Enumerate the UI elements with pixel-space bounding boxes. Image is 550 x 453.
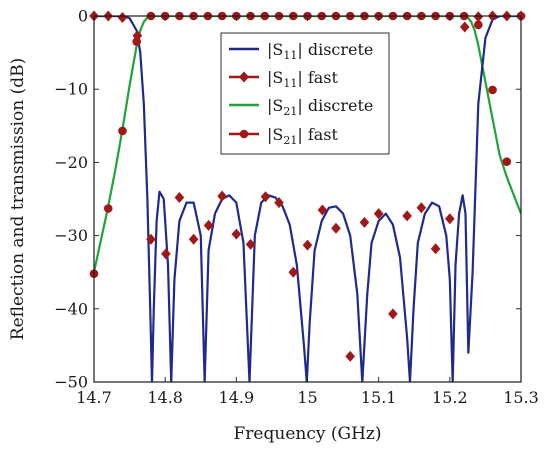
point-s11-fast [345, 350, 355, 362]
legend-label-s11-discrete-tail: | discrete [297, 40, 373, 59]
legend: |S11| discrete |S11| fast |S21| discrete… [220, 32, 390, 155]
legend-label-s21-discrete-tail: | discrete [297, 96, 373, 115]
point-s11-fast [231, 228, 242, 240]
plot-area [94, 16, 521, 382]
legend-label-s11-discrete: |S11| discrete [267, 40, 373, 62]
point-s21-fast [474, 20, 483, 30]
x-axis-title: Frequency (GHz) [234, 424, 382, 444]
point-s11-fast [203, 219, 214, 231]
y-tick-label: −30 [54, 226, 88, 245]
series-line-s21-discrete [94, 16, 521, 273]
legend-label-s11-discrete-sub: 11 [283, 49, 297, 62]
series-layer [89, 10, 526, 382]
legend-label-s11-fast: |S11| fast [267, 68, 339, 90]
point-s21-fast [488, 85, 497, 95]
point-s11-fast [388, 308, 398, 320]
x-tick-label: 14.9 [219, 388, 255, 407]
point-s11-fast [288, 266, 299, 278]
point-s11-fast [161, 248, 171, 260]
point-s11-fast [331, 222, 341, 234]
point-s11-fast [274, 197, 284, 209]
x-tick-label: 14.8 [147, 388, 183, 407]
legend-label-s11-fast-sub: 11 [283, 77, 297, 90]
point-s11-fast [302, 239, 313, 251]
y-tick-label: −40 [54, 299, 88, 318]
x-tick-label: 15.3 [503, 388, 539, 407]
point-s11-fast [459, 21, 470, 33]
point-s11-fast [430, 243, 441, 255]
legend-label-s21-fast-tail: | fast [297, 125, 338, 144]
point-s11-fast [317, 204, 328, 216]
legend-marker-s21-fast [239, 129, 249, 139]
point-s11-fast [117, 11, 128, 23]
point-s11-fast [445, 213, 455, 225]
point-s11-fast [146, 233, 156, 245]
legend-label-s21-fast-base: |S [267, 125, 283, 144]
point-s11-fast [359, 216, 370, 228]
axis-ticks: 14.7 14.8 14.9 15 15.1 15.2 15.3 0 −10 −20 −30 −40 −… [54, 7, 539, 408]
point-s11-fast [416, 202, 427, 214]
legend-label-s11-discrete-base: |S [267, 40, 283, 59]
x-tick-label: 15.2 [432, 388, 468, 407]
legend-label-s21-fast-sub: 21 [283, 134, 297, 147]
y-axis-title: Reflection and transmission (dB) [8, 58, 28, 340]
plot-frame [93, 15, 522, 383]
legend-label-s21-discrete-base: |S [267, 96, 283, 115]
y-tick-label: −20 [54, 153, 88, 172]
point-s21-fast [118, 126, 127, 136]
y-tick-label: −50 [54, 373, 88, 392]
point-s11-fast [373, 208, 384, 220]
point-s11-fast [217, 190, 227, 202]
legend-label-s21-fast: |S21| fast [267, 125, 339, 147]
point-s11-fast [473, 11, 484, 23]
y-tick-label: 0 [78, 7, 88, 26]
point-s21-fast [502, 157, 512, 166]
x-tick-label: 15.1 [361, 388, 397, 407]
point-s11-fast [245, 238, 256, 250]
x-tick-label: 15 [297, 388, 317, 407]
legend-label-s21-discrete-sub: 21 [283, 105, 297, 118]
legend-marker-s11-fast [239, 71, 249, 83]
legend-label-s21-discrete: |S21| discrete [267, 96, 373, 118]
point-s11-fast [188, 233, 199, 245]
point-s11-fast [260, 191, 271, 203]
point-s11-fast [402, 210, 412, 222]
point-s11-fast [174, 192, 185, 204]
point-s21-fast [103, 204, 113, 213]
point-s11-fast [132, 30, 143, 42]
x-tick-label: 14.7 [76, 388, 112, 407]
series-line-s11-discrete [94, 16, 521, 382]
legend-label-s11-fast-tail: | fast [297, 68, 338, 87]
y-tick-label: −10 [54, 80, 88, 99]
legend-label-s11-fast-base: |S [267, 68, 283, 87]
